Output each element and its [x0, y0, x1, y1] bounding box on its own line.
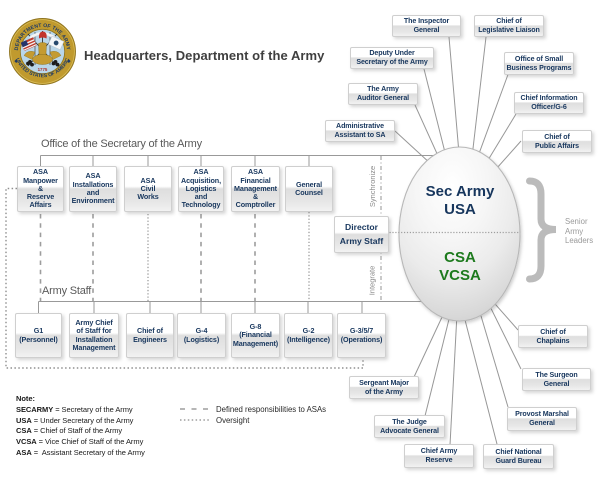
svg-text:1775: 1775 [38, 67, 48, 72]
